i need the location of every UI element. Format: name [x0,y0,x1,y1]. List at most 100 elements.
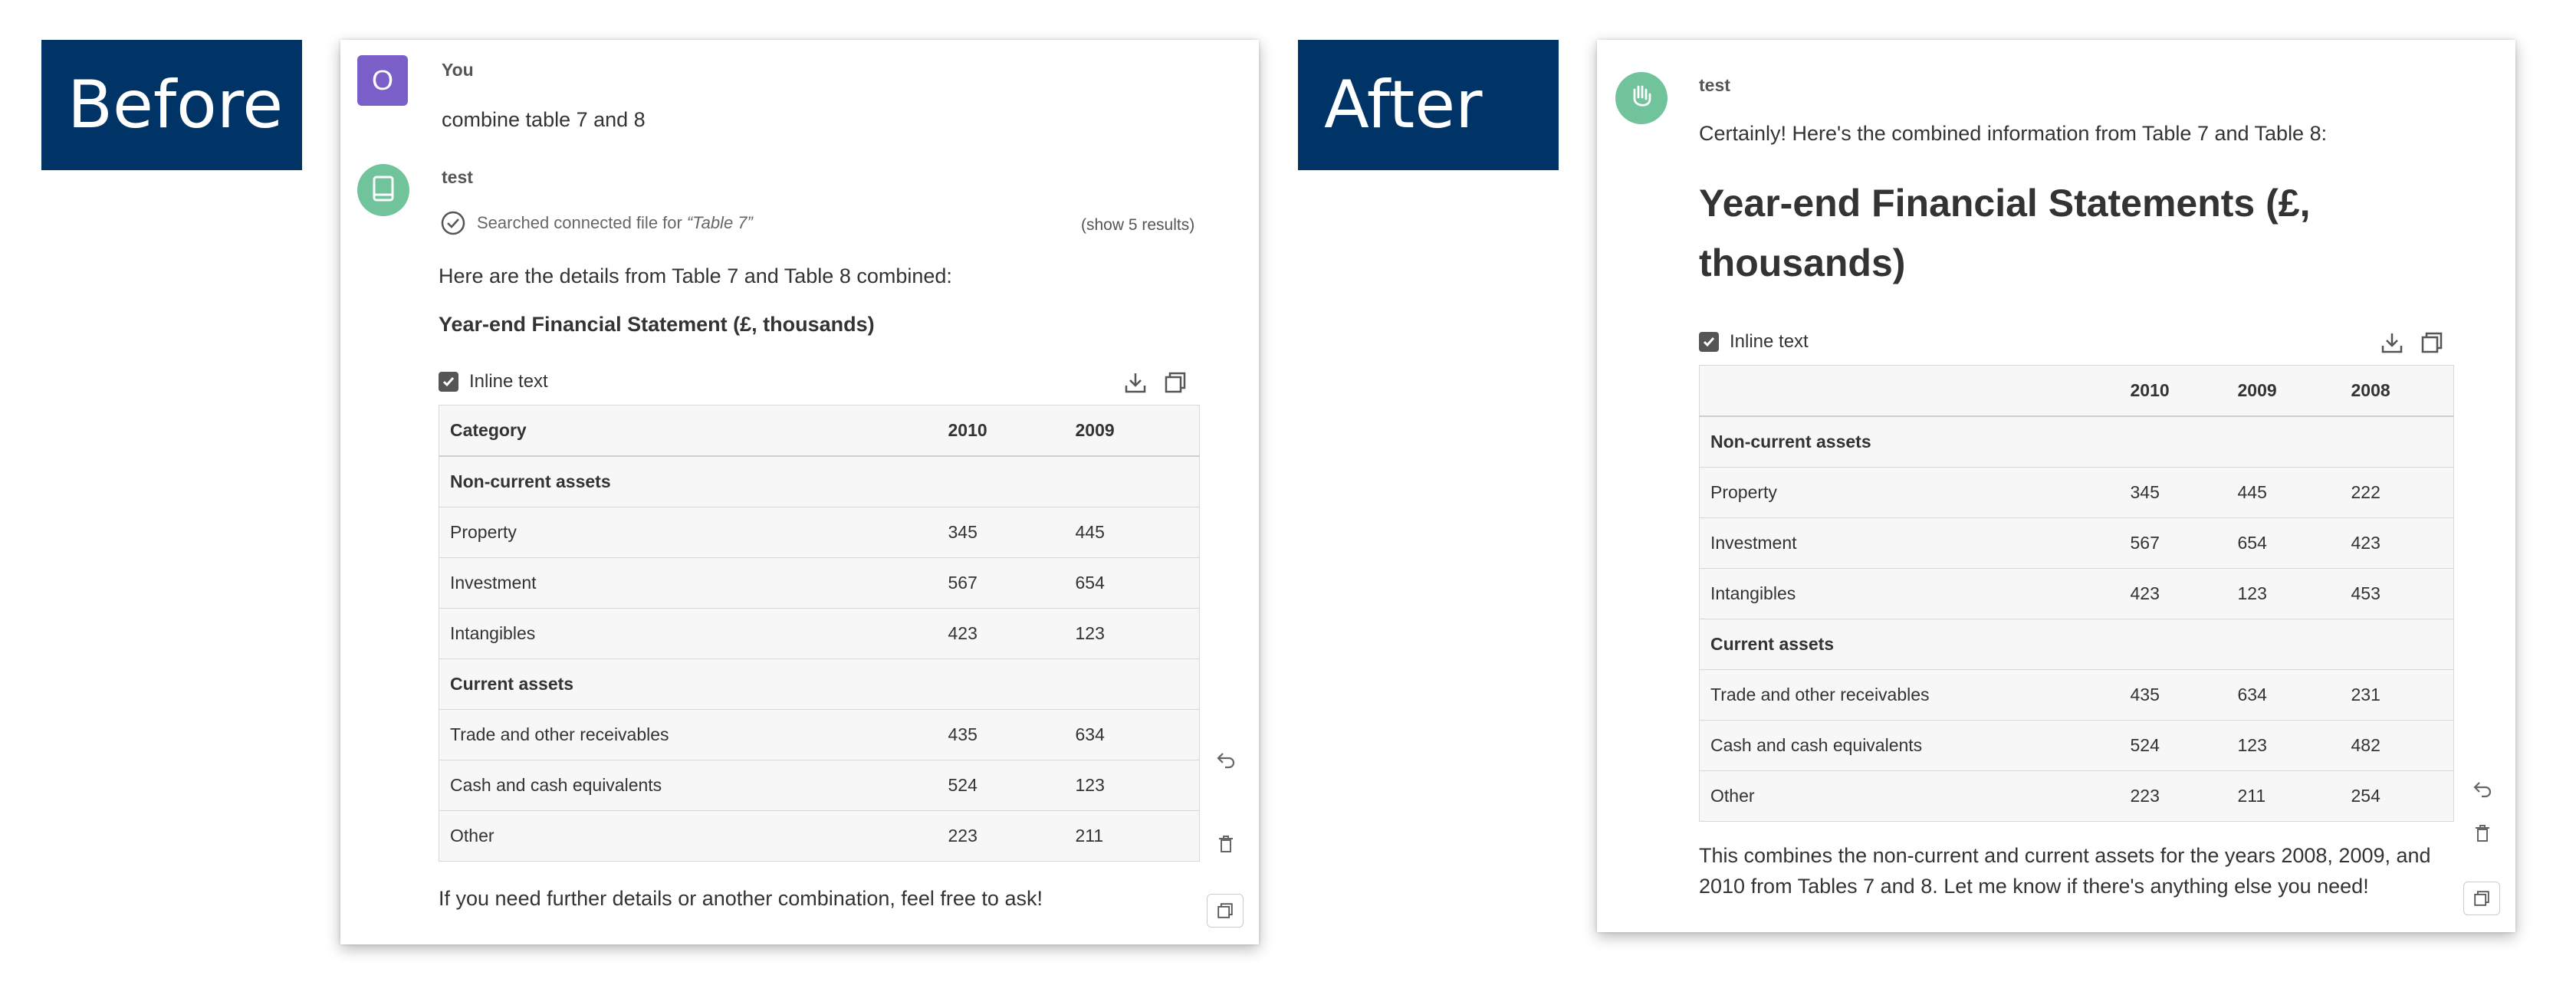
search-status-text: Searched connected file for [477,213,682,232]
table-row: Property 345 445 222 [1699,467,2454,518]
header-2010: 2010 [2119,365,2227,417]
copy-icon [1217,902,1234,919]
book-icon [372,176,395,205]
inline-text-label: Inline text [1730,331,1809,352]
header-2009: 2009 [1064,405,1200,457]
bot-intro-text: Here are the details from Table 7 and Ta… [439,264,952,287]
header-category [1699,365,2120,417]
row-label: Other [439,810,938,862]
row-label: Investment [439,557,938,609]
row-label: Other [1699,770,2120,822]
table-heading: Year-end Financial Statement (£, thousan… [439,313,875,336]
row-label: Cash and cash equivalents [439,760,938,811]
bot-outro-text: This combines the non-current and curren… [1699,840,2431,901]
table-row: Current assets [439,658,1200,710]
before-chat-panel: O You combine table 7 and 8 test Searche… [340,40,1259,944]
table-row: Trade and other receivables 435 634 [439,709,1200,760]
inline-text-label: Inline text [469,371,548,392]
row-label: Trade and other receivables [439,709,938,760]
table-row: Current assets [1699,619,2454,670]
user-avatar: O [357,55,408,106]
before-data-table: Category 2010 2009 Non-current assets Pr… [439,405,1200,862]
copy-icon[interactable] [1162,369,1188,396]
bot-outro-line1: This combines the non-current and curren… [1699,844,2431,867]
cell-2009: 123 [2226,720,2341,771]
row-label: Intangibles [439,608,938,659]
download-icon[interactable] [1122,369,1148,396]
table-row: Other 223 211 [439,810,1200,862]
copy-message-button[interactable] [1207,894,1244,928]
cell-2009: 654 [1064,557,1200,609]
download-icon[interactable] [2379,330,2405,356]
row-label: Cash and cash equivalents [1699,720,2120,771]
trash-icon[interactable] [2471,822,2494,845]
table-heading-line2: thousands) [1699,241,1906,284]
undo-icon[interactable] [2471,777,2494,800]
cell-2009: 634 [2226,669,2341,721]
section-label: Current assets [439,658,938,710]
table-row: Cash and cash equivalents 524 123 [439,760,1200,811]
cell-2010: 345 [937,507,1065,558]
cell-2010: 223 [2119,770,2227,822]
copy-icon [2473,890,2490,907]
copy-message-button[interactable] [2463,882,2500,915]
cell-2008: 453 [2340,568,2454,619]
table-heading: Year-end Financial Statements (£, thousa… [1699,173,2311,293]
inline-text-toggle[interactable]: Inline text [439,371,548,392]
cell-2009: 211 [1064,810,1200,862]
bot-outro-text: If you need further details or another c… [439,887,1043,910]
after-label-text: After [1324,67,1483,143]
user-avatar-initial: O [371,64,393,96]
table-row: Non-current assets [1699,415,2454,468]
cell-2010: 567 [2119,517,2227,569]
bot-name: test [1699,75,1730,95]
cell-2010: 435 [937,709,1065,760]
cell-2009: 123 [2226,568,2341,619]
copy-icon[interactable] [2419,330,2445,356]
table-row: Other 223 211 254 [1699,770,2454,822]
cell-2009: 445 [1064,507,1200,558]
after-label: After [1298,40,1559,170]
table-row: Intangibles 423 123 453 [1699,568,2454,619]
cell-2009: 123 [1064,760,1200,811]
section-label: Non-current assets [439,455,938,507]
cell-2010: 223 [937,810,1065,862]
trash-icon[interactable] [1214,832,1237,855]
cell-2010: 524 [2119,720,2227,771]
cell-2008: 423 [2340,517,2454,569]
bot-avatar [1615,72,1668,124]
user-name: You [442,60,474,80]
undo-icon[interactable] [1214,748,1237,771]
table-header-row: 2010 2009 2008 [1699,365,2454,417]
header-2008: 2008 [2340,365,2454,417]
waving-hand-icon [1627,82,1656,115]
cell-2009: 211 [2226,770,2341,822]
check-circle-icon [440,210,466,236]
row-label: Trade and other receivables [1699,669,2120,721]
table-row: Investment 567 654 [439,557,1200,609]
before-label-text: Before [67,67,284,143]
table-row: Trade and other receivables 435 634 231 [1699,669,2454,721]
header-2009: 2009 [2226,365,2341,417]
cell-2008: 222 [2340,467,2454,518]
section-label: Non-current assets [1699,415,2120,468]
show-results-link[interactable]: (show 5 results) [1081,216,1195,234]
cell-2008: 254 [2340,770,2454,822]
checkbox-checked[interactable] [439,372,458,392]
row-label: Property [439,507,938,558]
table-row: Intangibles 423 123 [439,608,1200,659]
inline-text-toggle[interactable]: Inline text [1699,331,1809,353]
cell-2009: 445 [2226,467,2341,518]
user-message: combine table 7 and 8 [442,108,646,131]
bot-outro-line2: 2010 from Tables 7 and 8. Let me know if… [1699,875,2369,898]
search-query: “Table 7” [686,213,753,232]
row-label: Investment [1699,517,2120,569]
after-data-table: 2010 2009 2008 Non-current assets Proper… [1699,365,2454,822]
checkbox-checked[interactable] [1699,332,1719,352]
before-label: Before [41,40,302,170]
cell-2008: 231 [2340,669,2454,721]
row-label: Intangibles [1699,568,2120,619]
cell-2010: 567 [937,557,1065,609]
cell-2009: 654 [2226,517,2341,569]
cell-2010: 423 [2119,568,2227,619]
